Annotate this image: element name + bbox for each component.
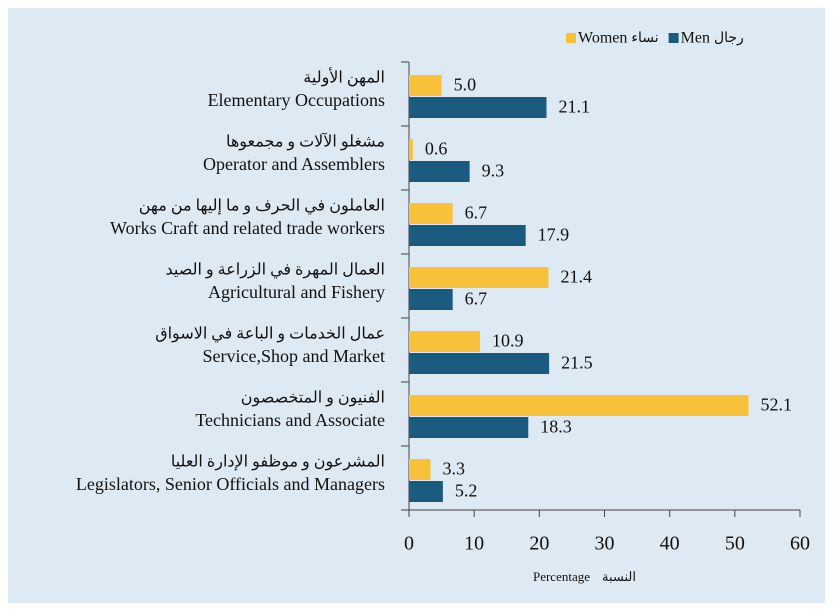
- value-label: 5.2: [455, 481, 478, 501]
- legend-label: Women: [578, 30, 627, 47]
- legend-swatch: [668, 33, 679, 43]
- x-tick-label: 0: [404, 533, 414, 555]
- x-tick-label: 30: [595, 533, 615, 555]
- x-tick-label: 60: [790, 533, 810, 555]
- value-label: 6.7: [465, 289, 488, 309]
- category-label: Legislators, Senior Officials and Manage…: [76, 474, 385, 494]
- value-label: 5.0: [454, 75, 477, 95]
- value-label: 3.3: [443, 459, 466, 479]
- value-label: 21.1: [559, 97, 591, 117]
- bar: [409, 225, 526, 246]
- value-label: 21.5: [561, 353, 593, 373]
- legend-label-ar: نساء: [631, 31, 658, 46]
- x-tick-label: 20: [529, 533, 549, 555]
- category-label: Elementary Occupations: [208, 90, 385, 110]
- category-label: Works Craft and related trade workers: [110, 218, 385, 238]
- value-label: 17.9: [538, 225, 570, 245]
- category-label-ar: المشرعون و موظفو الإدارة العليا: [171, 454, 385, 471]
- bar: [409, 395, 749, 416]
- bar: [409, 161, 470, 182]
- bar: [409, 353, 550, 374]
- category-label-ar: العمال المهرة في الزراعة و الصيد: [165, 262, 385, 279]
- x-tick-label: 50: [725, 533, 745, 555]
- bar: [409, 75, 442, 96]
- bar: [409, 139, 413, 160]
- value-label: 18.3: [540, 417, 572, 437]
- value-label: 0.6: [425, 139, 448, 159]
- bar: [409, 459, 431, 480]
- category-label-ar: الفنيون و المتخصصون: [241, 390, 385, 407]
- legend-swatch: [566, 33, 576, 43]
- category-label: Service,Shop and Market: [203, 346, 385, 366]
- x-axis-label-ar: النسبة: [602, 569, 636, 584]
- value-label: 52.1: [761, 395, 793, 415]
- category-label: Agricultural and Fishery: [208, 282, 385, 302]
- bar: [409, 267, 549, 288]
- x-axis-label: Percentage: [533, 569, 590, 584]
- bar: [409, 481, 443, 502]
- x-tick-label: 40: [660, 533, 680, 555]
- category-label-ar: العاملون في الحرف و ما إليها من مهن: [139, 198, 385, 215]
- bar: [409, 203, 453, 224]
- value-label: 9.3: [482, 161, 505, 181]
- legend-label-ar: رجال: [714, 31, 744, 46]
- category-label-ar: مشغلو الآلات و مجمعوها: [226, 133, 385, 151]
- x-tick-label: 10: [464, 533, 484, 555]
- category-label: Technicians and Associate: [195, 410, 385, 430]
- category-label: Operator and Assemblers: [203, 154, 385, 174]
- bar: [409, 417, 529, 438]
- legend-label: Men: [681, 30, 710, 47]
- value-label: 6.7: [465, 203, 488, 223]
- bar: [409, 97, 547, 118]
- category-label-ar: المهن الأولية: [303, 68, 385, 87]
- bar: [409, 289, 453, 310]
- value-label: 10.9: [492, 331, 524, 351]
- bar: [409, 331, 481, 352]
- value-label: 21.4: [560, 267, 592, 287]
- category-label-ar: عمال الخدمات و الباعة في الاسواق: [155, 326, 385, 343]
